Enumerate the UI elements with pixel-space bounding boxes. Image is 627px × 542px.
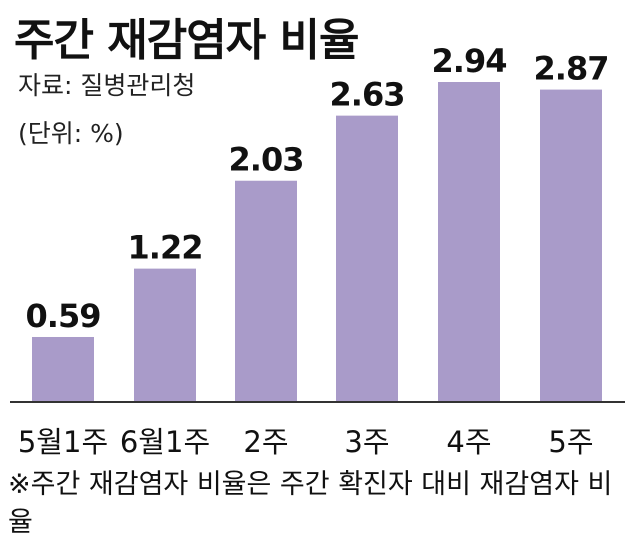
- bar-5: [438, 82, 500, 401]
- category-label-2: 6월1주: [120, 425, 210, 459]
- category-label-5: 4주: [446, 425, 491, 459]
- value-label-3: 2.03: [229, 141, 304, 179]
- unit-label: (단위: %): [18, 119, 124, 148]
- value-label-5: 2.94: [432, 42, 507, 80]
- value-label-2: 1.22: [128, 229, 203, 267]
- category-label-3: 2주: [243, 425, 288, 459]
- bar-1: [32, 336, 94, 401]
- category-label-6: 5주: [548, 425, 593, 459]
- bar-3: [235, 180, 297, 401]
- category-label-1: 5월1주: [18, 425, 108, 459]
- bar-2: [134, 268, 196, 401]
- value-label-4: 2.63: [330, 76, 405, 114]
- chart-title: 주간 재감염자 비율: [14, 15, 359, 66]
- bar-6: [540, 89, 602, 401]
- value-label-6: 2.87: [534, 50, 609, 88]
- category-label-4: 3주: [344, 425, 389, 459]
- footnote: ※주간 재감염자 비율은 주간 확진자 대비 재감염자 비율: [8, 469, 613, 538]
- source-label: 자료: 질병관리청: [18, 71, 196, 100]
- value-label-1: 0.59: [26, 297, 101, 335]
- bar-4: [336, 115, 398, 402]
